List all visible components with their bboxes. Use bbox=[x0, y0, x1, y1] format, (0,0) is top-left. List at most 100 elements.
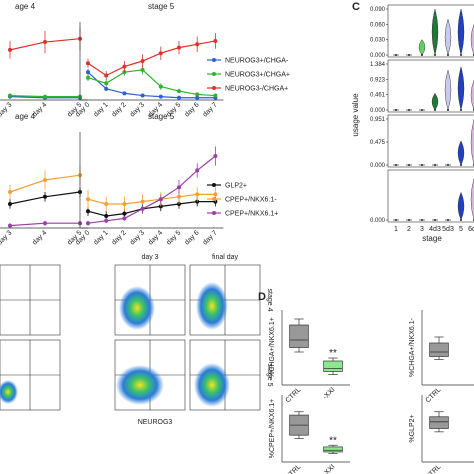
point bbox=[86, 70, 90, 75]
x-tick-label: -XXI bbox=[322, 463, 337, 474]
violin bbox=[418, 39, 426, 56]
chart-title: age 4 bbox=[15, 112, 36, 121]
x-tick-label: day 1 bbox=[93, 101, 110, 118]
series-line bbox=[87, 193, 216, 205]
legend-marker bbox=[212, 58, 216, 62]
violin bbox=[444, 69, 452, 111]
violin-base bbox=[408, 164, 410, 166]
x-tick-label: day 7 bbox=[202, 229, 219, 246]
violin-frame bbox=[387, 59, 474, 113]
y-tick-label: 0.000 bbox=[370, 53, 386, 59]
point bbox=[177, 194, 181, 199]
point bbox=[195, 168, 200, 173]
point bbox=[122, 91, 127, 96]
x-tick-label: -XXI bbox=[322, 386, 337, 401]
y-tick-label: 0.951 bbox=[370, 117, 386, 123]
chart-title: stage 5 bbox=[148, 112, 175, 121]
violin-base bbox=[434, 54, 436, 56]
legend-marker bbox=[212, 72, 216, 76]
point bbox=[195, 42, 200, 47]
point bbox=[140, 59, 145, 63]
y-tick-label: 0.060 bbox=[370, 22, 386, 28]
violin-base bbox=[421, 219, 423, 221]
point bbox=[195, 95, 200, 100]
x-tick-label: day 2 bbox=[111, 229, 128, 246]
x-tick-label: day 3 bbox=[0, 101, 13, 118]
violin bbox=[470, 79, 474, 111]
legend-marker bbox=[212, 86, 216, 90]
x-tick-label: 2 bbox=[407, 226, 411, 233]
point bbox=[140, 199, 145, 204]
point bbox=[8, 202, 12, 206]
violin bbox=[470, 23, 474, 56]
point bbox=[140, 67, 145, 72]
violin bbox=[457, 191, 465, 221]
violin-frame bbox=[387, 169, 474, 223]
y-axis-label: %CHGA+/NKX6.1- bbox=[409, 317, 416, 377]
violin-base bbox=[434, 219, 436, 221]
x-tick-label: 1 bbox=[394, 226, 398, 233]
panel-label: D bbox=[258, 291, 266, 303]
series-line bbox=[87, 71, 216, 99]
violin-base bbox=[434, 109, 436, 111]
point bbox=[158, 51, 163, 56]
x-axis-label: stage bbox=[422, 234, 442, 243]
point bbox=[86, 221, 90, 226]
x-tick-label: day 1 bbox=[93, 229, 110, 246]
point bbox=[86, 197, 90, 202]
legend-label: NEUROG3+/CHGA+ bbox=[225, 72, 290, 79]
flow-clouds bbox=[0, 282, 230, 407]
point bbox=[213, 38, 218, 43]
flow-column-label: final day bbox=[212, 254, 239, 261]
violin-base bbox=[395, 54, 397, 56]
box bbox=[323, 446, 343, 453]
point bbox=[177, 95, 181, 100]
y-tick-label: 0.923 bbox=[370, 77, 386, 83]
legend-label: NEUROG3-/CHGA+ bbox=[225, 86, 288, 93]
x-tick-label: day 4 bbox=[31, 229, 48, 246]
x-tick-label: day 6 bbox=[184, 101, 201, 118]
y-axis-label: usage value bbox=[351, 93, 360, 137]
point bbox=[43, 94, 47, 99]
x-tick-label: 6d2 bbox=[468, 226, 474, 233]
point bbox=[158, 197, 163, 202]
point bbox=[122, 64, 127, 69]
y-axis-label: %CHGA+/NKX6.1+ bbox=[269, 317, 276, 378]
box bbox=[323, 360, 343, 372]
x-tick-label: day 5 bbox=[165, 229, 182, 246]
violin-base bbox=[460, 164, 462, 166]
series-line bbox=[87, 40, 216, 77]
violin-base bbox=[460, 219, 462, 221]
box bbox=[429, 416, 449, 429]
violin bbox=[457, 140, 465, 166]
x-tick-label: day 6 bbox=[184, 229, 201, 246]
point bbox=[158, 84, 163, 89]
y-axis-label: %GLP2+ bbox=[409, 414, 416, 442]
point bbox=[43, 194, 47, 199]
violin bbox=[431, 93, 439, 111]
point bbox=[177, 45, 181, 50]
point bbox=[140, 93, 145, 98]
x-tick-label: CTRL bbox=[425, 463, 443, 474]
violin-base bbox=[447, 219, 449, 221]
legend-label: NEUROG3+/CHGA- bbox=[225, 58, 289, 65]
legend-marker bbox=[212, 197, 216, 201]
violin-base bbox=[460, 54, 462, 56]
point bbox=[122, 216, 127, 221]
y-tick-label: 0.461 bbox=[370, 93, 386, 99]
violin bbox=[470, 118, 474, 166]
y-tick-label: 0.000 bbox=[370, 163, 386, 169]
point bbox=[8, 223, 12, 228]
point bbox=[8, 93, 12, 98]
legend-label: CPEP+/NKX6.1+ bbox=[225, 211, 278, 218]
violin bbox=[457, 66, 465, 111]
point bbox=[104, 218, 109, 223]
violin-base bbox=[421, 109, 423, 111]
panel-label: C bbox=[352, 1, 360, 13]
point bbox=[140, 206, 145, 211]
legend-marker bbox=[212, 211, 216, 215]
point bbox=[86, 209, 90, 214]
flow-column-label: day 3 bbox=[141, 254, 158, 261]
point bbox=[213, 93, 218, 98]
legend-marker bbox=[212, 183, 216, 187]
